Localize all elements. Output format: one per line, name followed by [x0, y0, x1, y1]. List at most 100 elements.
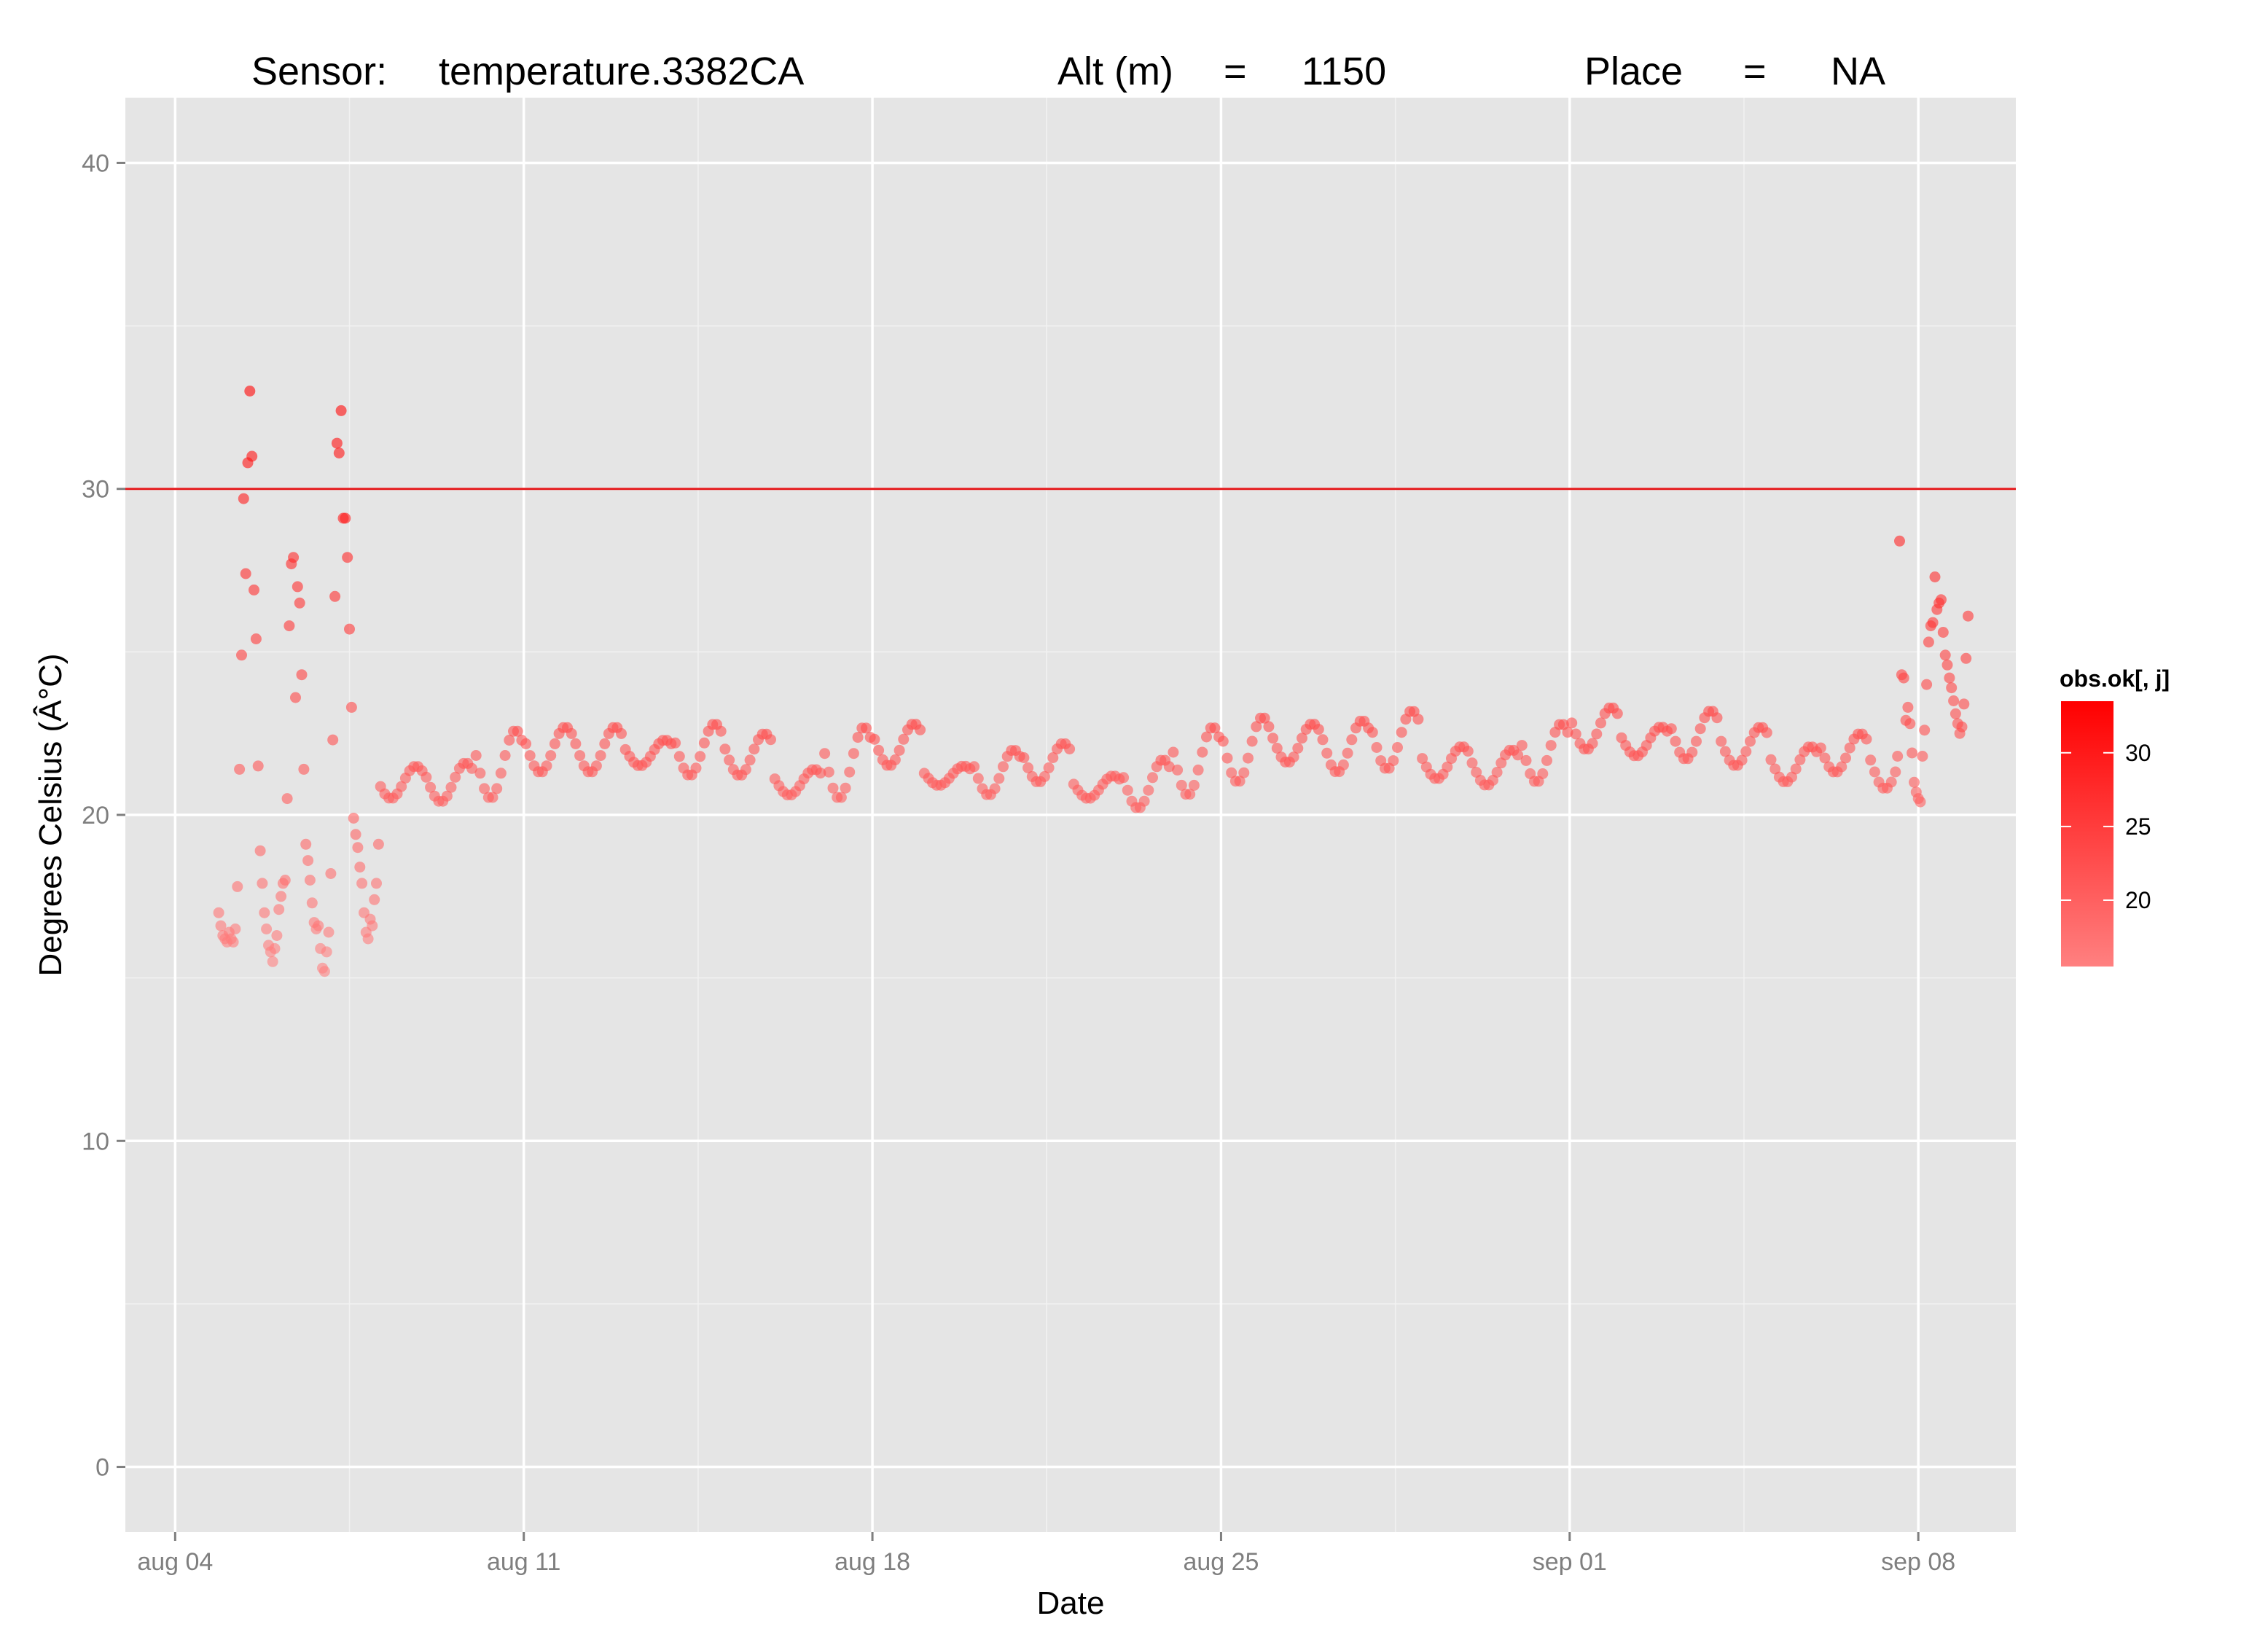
data-point	[244, 386, 256, 397]
data-point	[1238, 767, 1250, 778]
data-point	[267, 956, 278, 967]
data-point	[345, 701, 357, 713]
data-point	[1541, 754, 1552, 766]
data-point	[284, 620, 295, 632]
data-point	[1018, 752, 1030, 763]
data-point	[1197, 746, 1208, 758]
data-point	[1537, 768, 1549, 779]
data-point	[1836, 761, 1847, 773]
data-point	[313, 920, 324, 932]
data-point	[1819, 752, 1831, 764]
data-point	[290, 692, 301, 703]
data-point	[1346, 734, 1358, 746]
data-point	[1840, 752, 1851, 764]
data-point	[541, 760, 552, 772]
data-point	[1491, 767, 1503, 778]
data-point	[1226, 767, 1237, 778]
y-axis: 0 10 20 30 40	[82, 149, 125, 1482]
data-point	[1956, 721, 1968, 733]
data-point	[371, 878, 382, 889]
data-point	[1716, 735, 1727, 747]
data-point	[1946, 682, 1958, 694]
data-point	[275, 891, 287, 902]
data-point	[1471, 767, 1482, 778]
data-point	[445, 781, 457, 793]
data-point	[549, 738, 560, 749]
data-point	[321, 946, 332, 958]
data-point	[1495, 757, 1507, 769]
data-point	[972, 773, 984, 784]
data-point	[673, 751, 685, 762]
data-point	[1921, 679, 1933, 690]
data-point	[1786, 771, 1797, 783]
x-axis-title: Date	[1037, 1585, 1105, 1621]
data-point	[989, 783, 1001, 794]
y-tick-label: 20	[82, 802, 109, 829]
data-point	[1794, 754, 1806, 765]
data-point	[504, 735, 515, 746]
data-point	[294, 597, 305, 609]
data-point	[1670, 735, 1681, 747]
data-point	[331, 437, 343, 449]
data-point	[1243, 752, 1254, 764]
data-point	[1937, 627, 1949, 638]
data-point	[1466, 757, 1478, 769]
data-point	[298, 763, 310, 775]
data-point	[1221, 752, 1233, 764]
data-point	[279, 875, 291, 886]
data-point	[1043, 762, 1055, 773]
data-point	[1595, 717, 1606, 729]
data-point	[1138, 795, 1150, 807]
data-point	[1686, 746, 1698, 758]
data-point	[269, 942, 281, 954]
x-tick-label: sep 08	[1881, 1548, 1955, 1576]
data-point	[1936, 594, 1947, 606]
legend: obs.ok[, j] 20 25 30	[2060, 665, 2170, 967]
data-point	[1267, 733, 1279, 744]
data-point	[1118, 772, 1130, 784]
data-point	[1442, 761, 1453, 773]
data-point	[230, 924, 241, 934]
data-point	[827, 782, 839, 794]
title-alt-label: Alt (m)	[1057, 50, 1173, 93]
data-point	[1904, 718, 1916, 730]
data-point	[744, 754, 756, 766]
data-point	[487, 792, 498, 803]
legend-tick-label: 20	[2125, 887, 2151, 913]
data-point	[1861, 733, 1872, 745]
data-point	[520, 738, 532, 749]
data-point	[566, 727, 577, 739]
data-point	[1271, 743, 1283, 754]
data-point	[1948, 695, 1960, 706]
data-point	[524, 750, 536, 762]
data-point	[1740, 746, 1752, 757]
title-place-value: NA	[1831, 50, 1885, 93]
data-point	[479, 783, 490, 794]
data-point	[1392, 742, 1403, 753]
data-point	[844, 766, 856, 778]
data-point	[1711, 712, 1723, 724]
data-point	[1865, 754, 1877, 766]
data-point	[1292, 743, 1304, 754]
data-point	[1929, 571, 1941, 582]
data-point	[869, 733, 880, 745]
data-point	[350, 829, 361, 840]
data-point	[1950, 708, 1961, 719]
data-point	[367, 920, 378, 932]
data-point	[354, 862, 366, 873]
data-point	[240, 568, 251, 579]
data-point	[1694, 723, 1706, 735]
y-tick-label: 10	[82, 1128, 109, 1155]
data-point	[570, 738, 582, 749]
data-point	[1201, 731, 1212, 743]
data-point	[1915, 796, 1926, 808]
data-point	[698, 737, 710, 749]
title-alt-value: 1150	[1302, 50, 1386, 93]
data-point	[545, 750, 557, 762]
data-point	[249, 584, 259, 596]
data-point	[840, 782, 851, 794]
data-point	[1587, 738, 1598, 749]
data-point	[296, 669, 308, 681]
data-point	[340, 512, 351, 524]
data-point	[574, 750, 586, 762]
